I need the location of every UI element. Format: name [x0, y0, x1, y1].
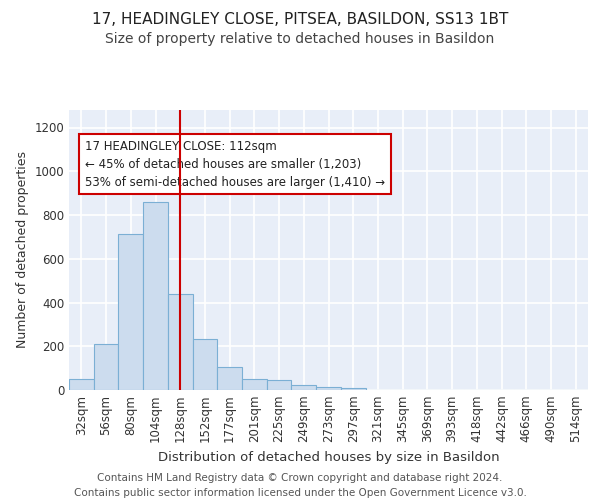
Bar	[94, 344, 118, 390]
Bar	[217, 367, 242, 390]
Bar	[118, 234, 143, 390]
Bar	[267, 380, 292, 390]
Bar	[168, 294, 193, 390]
Bar	[193, 338, 217, 390]
Bar	[242, 379, 267, 390]
X-axis label: Distribution of detached houses by size in Basildon: Distribution of detached houses by size …	[158, 451, 499, 464]
Text: Contains HM Land Registry data © Crown copyright and database right 2024.
Contai: Contains HM Land Registry data © Crown c…	[74, 472, 526, 498]
Bar	[69, 379, 94, 390]
Bar	[341, 388, 365, 390]
Text: Size of property relative to detached houses in Basildon: Size of property relative to detached ho…	[106, 32, 494, 46]
Bar	[316, 386, 341, 390]
Bar	[292, 384, 316, 390]
Y-axis label: Number of detached properties: Number of detached properties	[16, 152, 29, 348]
Text: 17 HEADINGLEY CLOSE: 112sqm
← 45% of detached houses are smaller (1,203)
53% of : 17 HEADINGLEY CLOSE: 112sqm ← 45% of det…	[85, 140, 385, 188]
Bar	[143, 202, 168, 390]
Text: 17, HEADINGLEY CLOSE, PITSEA, BASILDON, SS13 1BT: 17, HEADINGLEY CLOSE, PITSEA, BASILDON, …	[92, 12, 508, 28]
